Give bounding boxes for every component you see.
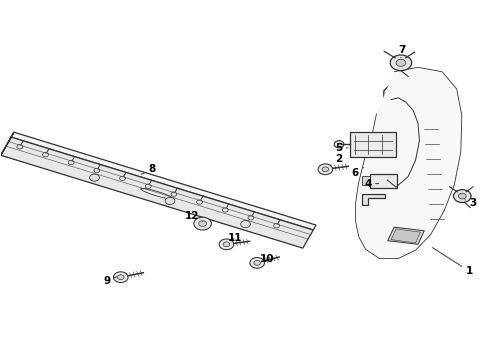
Text: 3: 3 [465, 198, 477, 208]
Circle shape [318, 164, 333, 175]
Circle shape [454, 190, 471, 203]
Circle shape [171, 192, 177, 196]
Polygon shape [11, 132, 316, 230]
Circle shape [334, 141, 344, 148]
Text: 12: 12 [185, 211, 202, 222]
Polygon shape [370, 174, 397, 188]
Circle shape [390, 55, 412, 71]
Text: 4: 4 [364, 179, 379, 189]
Polygon shape [1, 132, 14, 155]
Polygon shape [362, 194, 385, 205]
Circle shape [120, 176, 125, 180]
Polygon shape [350, 132, 396, 157]
Circle shape [254, 261, 261, 265]
Circle shape [459, 193, 466, 199]
Text: 7: 7 [398, 45, 406, 58]
Circle shape [196, 200, 202, 204]
Circle shape [165, 197, 175, 204]
Text: 2: 2 [330, 154, 342, 166]
Text: 1: 1 [433, 248, 473, 276]
Circle shape [114, 272, 128, 283]
Circle shape [396, 59, 406, 66]
Text: 5: 5 [335, 143, 348, 153]
Circle shape [223, 242, 230, 247]
Circle shape [43, 153, 49, 157]
Text: 10: 10 [260, 254, 275, 264]
Ellipse shape [141, 188, 172, 199]
Circle shape [248, 216, 254, 220]
Circle shape [90, 174, 99, 181]
Text: 11: 11 [228, 233, 243, 243]
Circle shape [322, 167, 329, 172]
Circle shape [145, 184, 151, 188]
Circle shape [219, 239, 234, 249]
Text: 9: 9 [103, 276, 117, 286]
Circle shape [17, 145, 23, 149]
Circle shape [194, 217, 211, 230]
Circle shape [199, 221, 206, 226]
Circle shape [68, 161, 74, 165]
Polygon shape [363, 176, 370, 185]
Circle shape [222, 208, 228, 212]
Circle shape [241, 221, 250, 228]
Polygon shape [363, 73, 455, 253]
Text: 6: 6 [351, 167, 364, 178]
Circle shape [118, 275, 124, 280]
Text: 8: 8 [141, 164, 156, 174]
Polygon shape [1, 137, 313, 248]
Circle shape [274, 224, 279, 228]
Circle shape [94, 168, 100, 172]
Polygon shape [388, 227, 424, 244]
Circle shape [250, 257, 265, 268]
Polygon shape [391, 229, 420, 243]
